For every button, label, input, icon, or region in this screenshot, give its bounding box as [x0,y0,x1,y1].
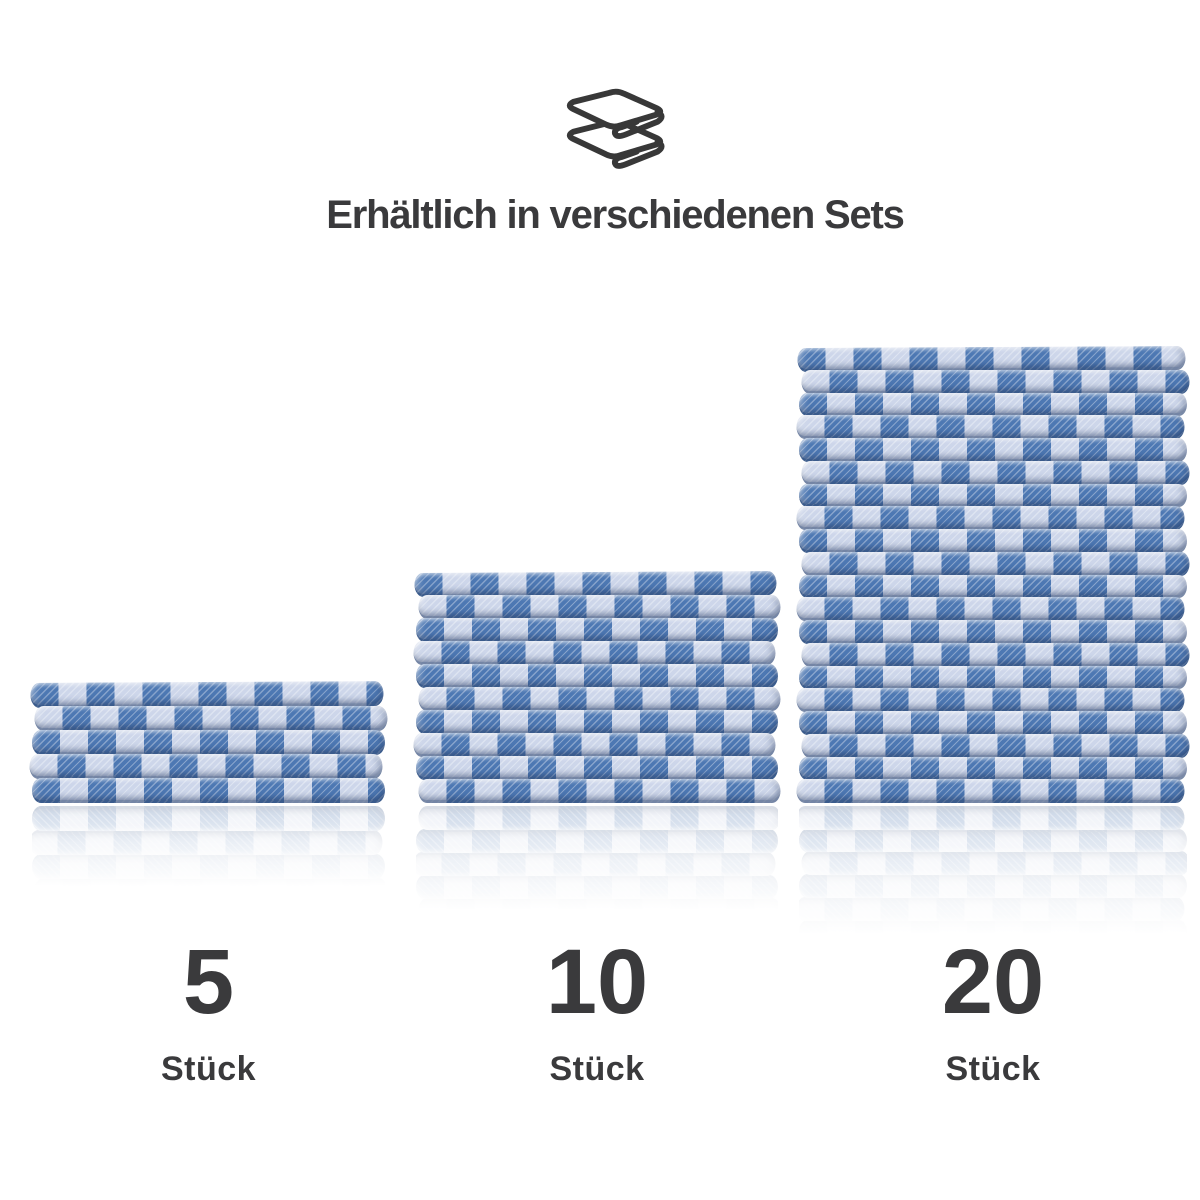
towel-layer [34,706,388,731]
headline: Erhältlich in verschiedenen Sets [326,193,905,237]
set-label-20: 20 Stück [799,931,1187,1089]
towel-layer [418,687,781,711]
towel-layer [29,754,383,779]
set-label-10: 10 Stück [416,931,778,1089]
towel-layer [799,620,1187,644]
set-count: 5 [182,931,235,1033]
towel-set-10 [413,571,781,936]
towel-layer [416,664,778,688]
towel-layer [416,618,778,642]
towel-layer [797,345,1186,372]
towel-layer [796,506,1185,530]
set-label-5: 5 Stück [32,931,385,1089]
towel-layer [796,779,1185,803]
towel-layer [413,733,776,757]
towel-stack-20 [796,345,1190,803]
towel-layer [796,415,1185,439]
towel-layer [801,733,1190,758]
towel-layer [799,392,1187,417]
towel-layer [801,551,1190,576]
towel-layer [801,642,1190,667]
set-unit: Stück [549,1049,645,1088]
towel-layer [799,483,1187,508]
towel-layer [799,529,1187,553]
reflection-fade [799,806,1187,966]
towel-layer [30,681,384,708]
towel-layer [416,710,778,734]
towel-layer [32,730,385,755]
towel-layer [801,460,1190,485]
set-unit: Stück [945,1049,1041,1088]
towel-layer [796,597,1185,621]
towel-layer [799,438,1187,462]
reflection-fade [416,806,778,936]
towel-layer [796,688,1185,712]
towel-layer [799,756,1187,781]
set-count: 10 [545,931,649,1033]
towel-layer [801,369,1190,394]
stack-reflection [32,806,385,906]
folded-towels-icon [558,80,672,178]
towel-layer [413,641,776,665]
towel-layer [799,711,1187,735]
stack-reflection [799,806,1187,966]
stack-reflection [416,806,778,936]
towel-layer [414,571,777,597]
towel-layer [799,665,1187,690]
towel-layer [799,574,1187,599]
towel-layer [418,779,781,803]
towel-stack-10 [413,571,781,803]
set-count: 20 [941,931,1045,1033]
towel-set-5 [29,681,388,906]
towel-layer [416,756,778,780]
reflection-fade [32,806,385,906]
towel-stack-5 [29,681,388,803]
towel-set-20 [796,345,1190,966]
set-unit: Stück [160,1049,257,1088]
towel-layer [418,595,781,619]
towel-layer [32,778,385,803]
